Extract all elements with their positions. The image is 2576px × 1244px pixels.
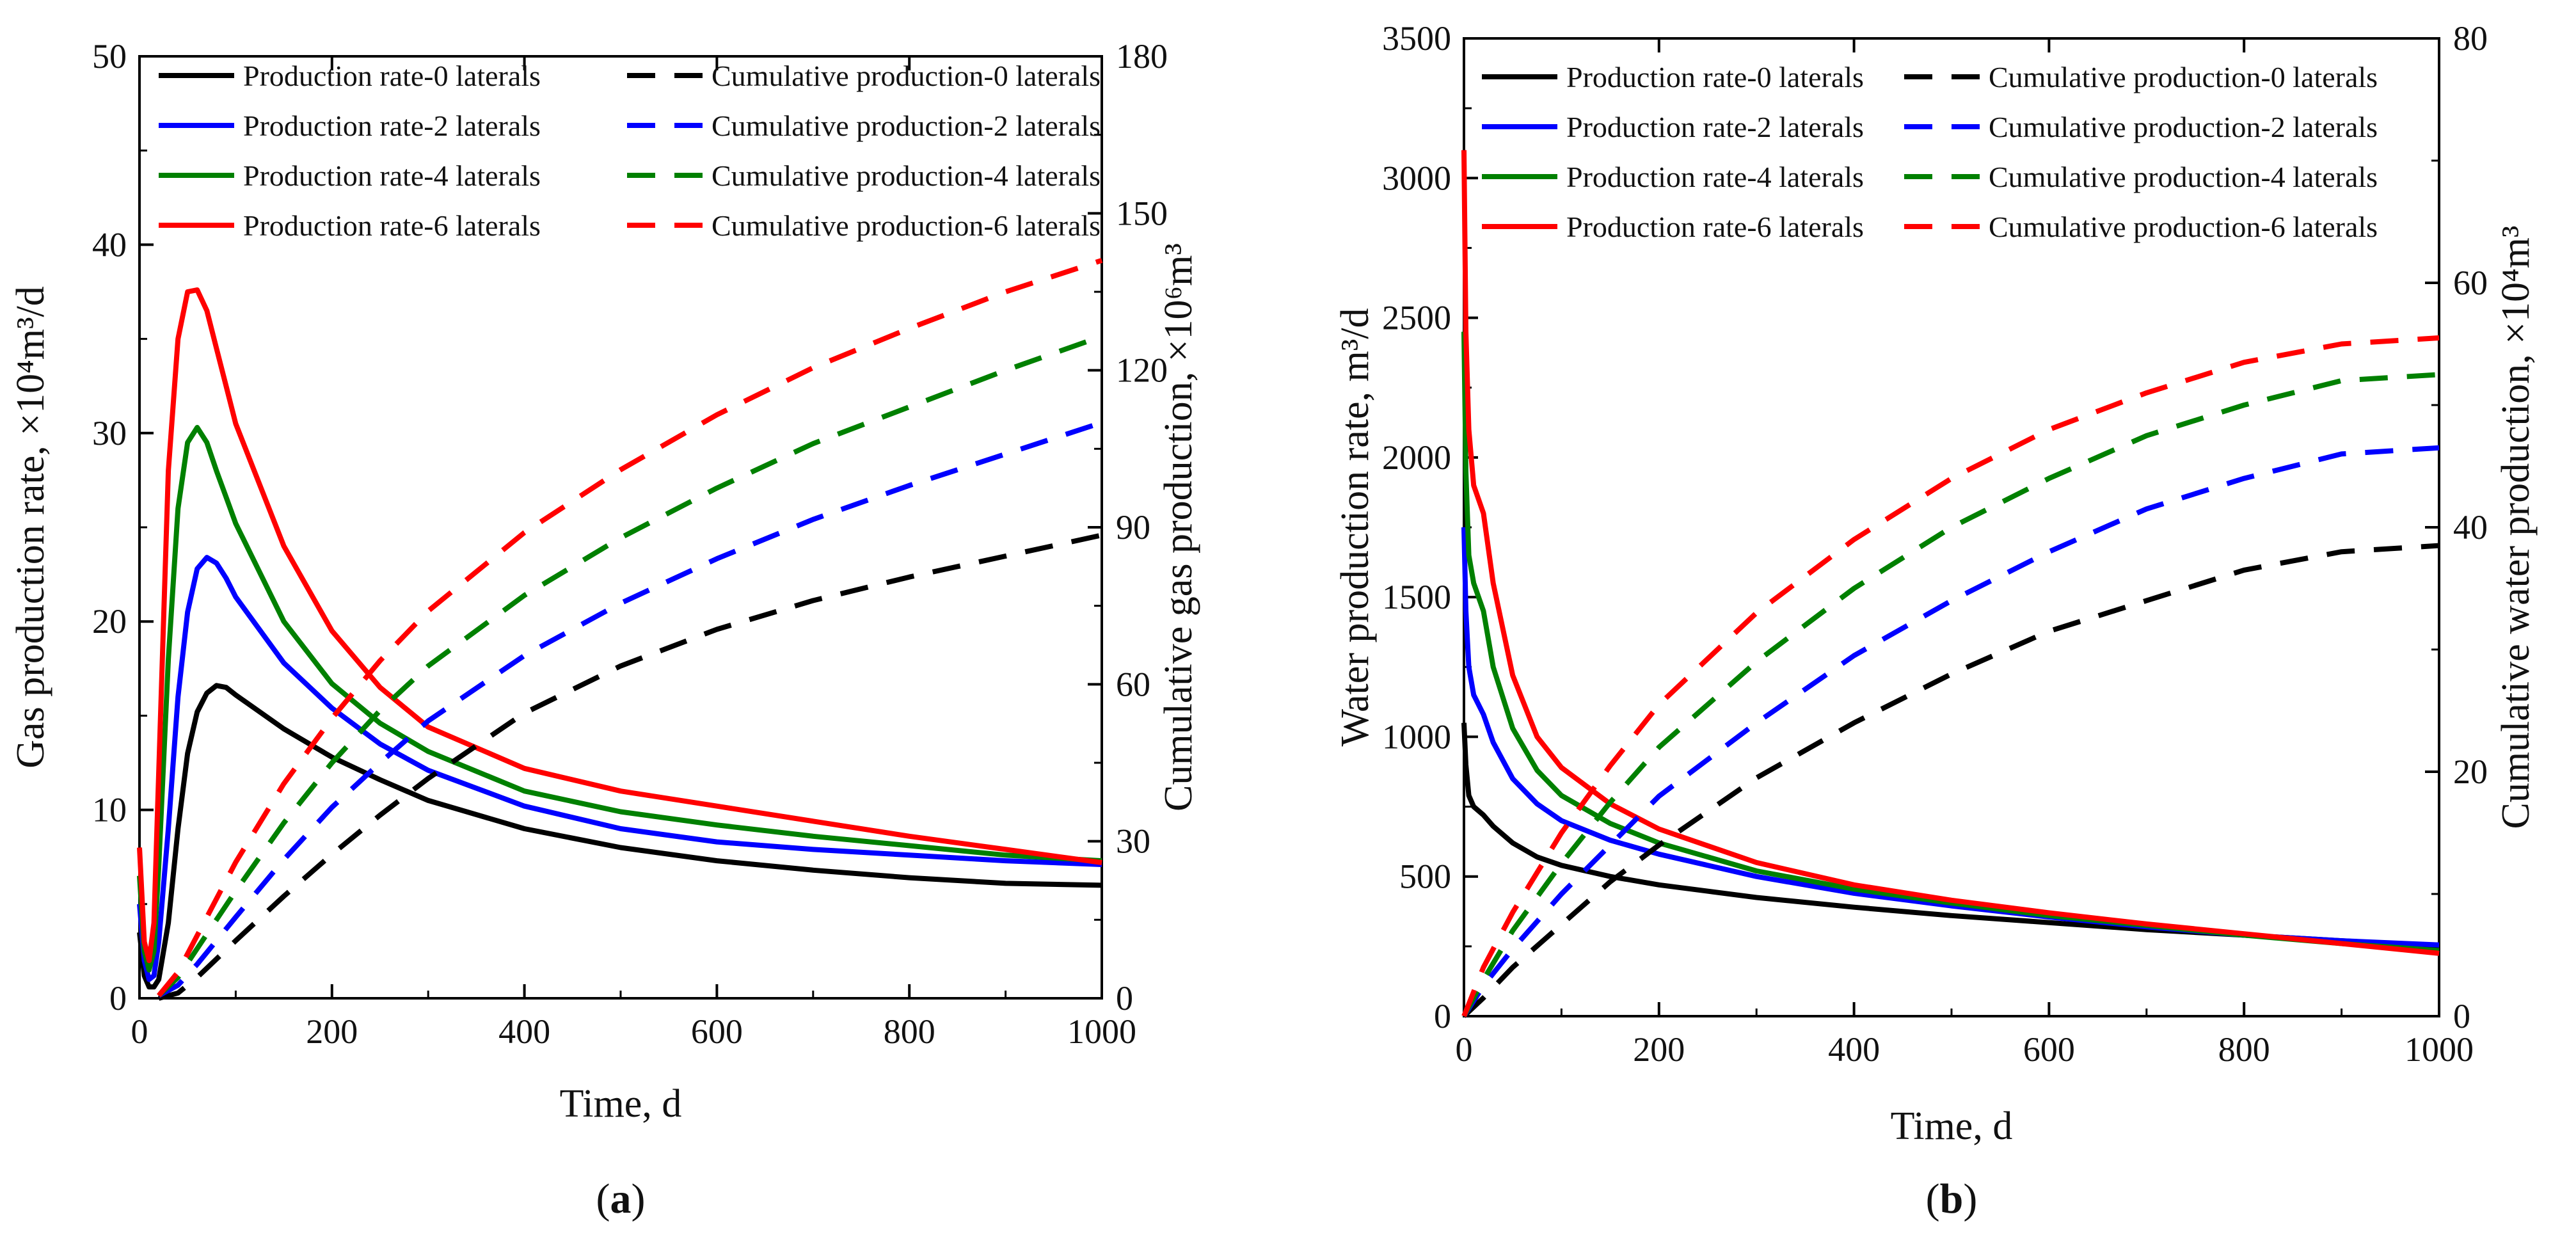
caption-open-paren: ( <box>596 1176 610 1222</box>
legend-label: Production rate-6 laterals <box>1566 211 1864 243</box>
x-tick-label: 600 <box>2023 1030 2075 1069</box>
y-left-tick-label: 40 <box>92 225 127 264</box>
legend-label: Production rate-2 laterals <box>1566 111 1864 143</box>
panel-caption: (b) <box>1926 1176 1978 1222</box>
series-line-production-rate-4-laterals <box>1461 331 2440 953</box>
y-left-tick-label: 50 <box>92 37 127 76</box>
series-line-cumulative-production-0-laterals <box>158 532 1102 1001</box>
legend-label: Production rate-0 laterals <box>243 60 541 92</box>
y-right-tick-label: 60 <box>1116 665 1150 703</box>
y-left-tick-label: 2000 <box>1382 438 1451 477</box>
x-tick-label: 800 <box>2218 1030 2270 1069</box>
y-left-tick-label: 2500 <box>1382 299 1451 337</box>
legend-label: Cumulative production-0 laterals <box>1989 61 2378 93</box>
series-line-production-rate-6-laterals <box>137 287 1102 964</box>
y-left-tick-label: 1500 <box>1382 578 1451 616</box>
y-left-tick-label: 30 <box>92 414 127 452</box>
x-axis-title: Time, d <box>560 1082 682 1126</box>
legend-label: Production rate-2 laterals <box>243 109 541 142</box>
y-right-tick-label: 40 <box>2453 508 2488 546</box>
series-line-production-rate-2-laterals <box>137 555 1102 982</box>
legend-label: Production rate-4 laterals <box>243 159 541 192</box>
legend-label: Production rate-6 laterals <box>243 209 541 242</box>
y-left-tick-label: 3000 <box>1382 159 1451 197</box>
y-left-tick-label: 20 <box>92 602 127 641</box>
panel-caption: (a) <box>596 1176 646 1222</box>
caption-open-paren: ( <box>1926 1176 1940 1222</box>
x-tick-label: 800 <box>884 1012 935 1051</box>
y-right-tick-label: 150 <box>1116 194 1168 232</box>
series-line-cumulative-production-4-laterals <box>157 333 1103 998</box>
y-right-tick-label: 80 <box>2453 19 2488 58</box>
y-left-axis-title: Water production rate, m³/d <box>1333 308 1377 746</box>
series-line-cumulative-production-0-laterals <box>1462 543 2440 1018</box>
y-right-tick-label: 0 <box>2453 997 2470 1035</box>
y-right-tick-label: 60 <box>2453 264 2488 302</box>
caption-letter: a <box>610 1176 632 1222</box>
series-line-cumulative-production-4-laterals <box>1461 372 2440 1017</box>
y-left-tick-label: 3500 <box>1382 19 1451 58</box>
y-left-axis-title: Gas production rate, ×10⁴m³/d <box>9 286 52 769</box>
x-tick-label: 200 <box>306 1012 358 1051</box>
y-right-tick-label: 180 <box>1116 37 1168 76</box>
y-right-tick-label: 20 <box>2453 753 2488 791</box>
caption-close-paren: ) <box>1963 1176 1977 1222</box>
legend-label: Cumulative production-2 laterals <box>712 109 1101 142</box>
series-line-cumulative-production-2-laterals <box>1461 445 2440 1018</box>
legend-label: Cumulative production-6 laterals <box>1989 211 2378 243</box>
x-tick-label: 1000 <box>2405 1030 2474 1069</box>
legend-label: Cumulative production-0 laterals <box>712 60 1101 92</box>
legend-label: Cumulative production-6 laterals <box>712 209 1101 242</box>
y-right-axis-title: Cumulative gas production, ×10⁶m³ <box>1157 243 1200 811</box>
x-tick-label: 600 <box>691 1012 743 1051</box>
chart-panel-a: 0 200 400 600 800 100001020304050030609012015… <box>9 37 1200 1222</box>
series-line-production-rate-6-laterals <box>1461 150 2440 956</box>
y-right-axis-title: Cumulative water production, ×10⁴m³ <box>2494 226 2538 829</box>
y-right-tick-label: 120 <box>1116 351 1168 390</box>
y-left-tick-label: 0 <box>109 979 127 1017</box>
legend-label: Cumulative production-4 laterals <box>1989 161 2378 193</box>
x-tick-label: 200 <box>1633 1030 1685 1069</box>
y-right-tick-label: 30 <box>1116 822 1150 861</box>
x-tick-label: 1000 <box>1067 1012 1136 1051</box>
x-axis-title: Time, d <box>1891 1104 2013 1148</box>
y-left-tick-label: 500 <box>1399 857 1451 896</box>
legend-label: Cumulative production-4 laterals <box>712 159 1101 192</box>
series-line-cumulative-production-6-laterals <box>157 258 1103 998</box>
y-left-tick-label: 10 <box>92 791 127 829</box>
y-left-tick-label: 0 <box>1434 997 1451 1035</box>
legend-label: Production rate-0 laterals <box>1566 61 1864 93</box>
x-tick-label: 0 <box>1456 1030 1473 1069</box>
chart-panel-b: 0 200 400 600 800 100005001000150020002500300… <box>1333 19 2538 1222</box>
caption-letter: b <box>1940 1176 1964 1222</box>
legend-label: Cumulative production-2 laterals <box>1989 111 2378 143</box>
series-line-production-rate-0-laterals <box>1461 722 2440 949</box>
series-line-production-rate-0-laterals <box>137 683 1102 990</box>
legend-label: Production rate-4 laterals <box>1566 161 1864 193</box>
x-tick-label: 400 <box>498 1012 550 1051</box>
y-left-tick-label: 1000 <box>1382 717 1451 756</box>
series-line-production-rate-4-laterals <box>137 425 1102 973</box>
caption-close-paren: ) <box>632 1176 646 1222</box>
y-right-tick-label: 0 <box>1116 979 1133 1017</box>
x-tick-label: 400 <box>1828 1030 1880 1069</box>
y-right-tick-label: 90 <box>1116 508 1150 546</box>
x-tick-label: 0 <box>131 1012 148 1051</box>
series-line-cumulative-production-2-laterals <box>157 420 1103 998</box>
